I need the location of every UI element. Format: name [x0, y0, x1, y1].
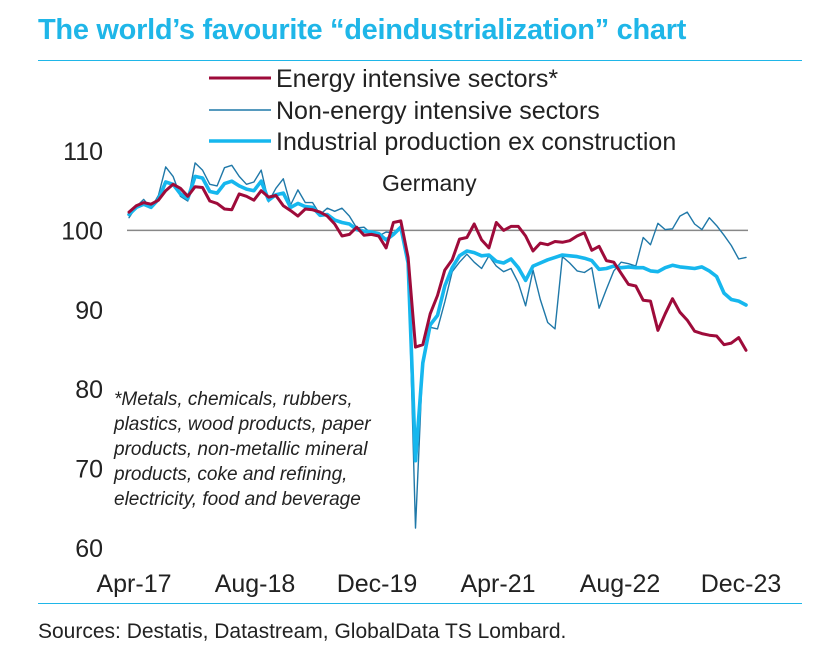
legend-label: Energy intensive sectors*	[276, 65, 558, 93]
energy-intensive-line	[129, 184, 746, 350]
y-tick-label: 80	[75, 376, 103, 404]
footnote: *Metals, chemicals, rubbers, plastics, w…	[114, 387, 404, 512]
y-tick-label: 60	[75, 535, 103, 563]
x-tick-label: Aug-22	[580, 570, 661, 598]
y-tick-label: 90	[75, 297, 103, 325]
x-tick-label: Apr-17	[96, 570, 171, 598]
y-tick-label: 70	[75, 456, 103, 484]
legend-label: Industrial production ex construction	[276, 128, 676, 156]
source-note: Sources: Destatis, Datastream, GlobalDat…	[38, 620, 566, 644]
x-tick-label: Apr-21	[460, 570, 535, 598]
x-tick-label: Aug-18	[215, 570, 296, 598]
line-chart: 60 70 80 90 100 110 Apr-17 Aug-18 Dec-19 Apr-21 Au…	[0, 0, 833, 654]
x-tick-label: Dec-19	[337, 570, 418, 598]
x-tick-label: Dec-23	[701, 570, 782, 598]
y-tick-label: 110	[63, 138, 103, 166]
y-tick-label: 100	[61, 217, 103, 245]
chart-region-label: Germany	[382, 170, 477, 196]
legend: Energy intensive sectors* Non-energy inte…	[209, 65, 676, 156]
legend-label: Non-energy intensive sectors	[276, 97, 600, 125]
